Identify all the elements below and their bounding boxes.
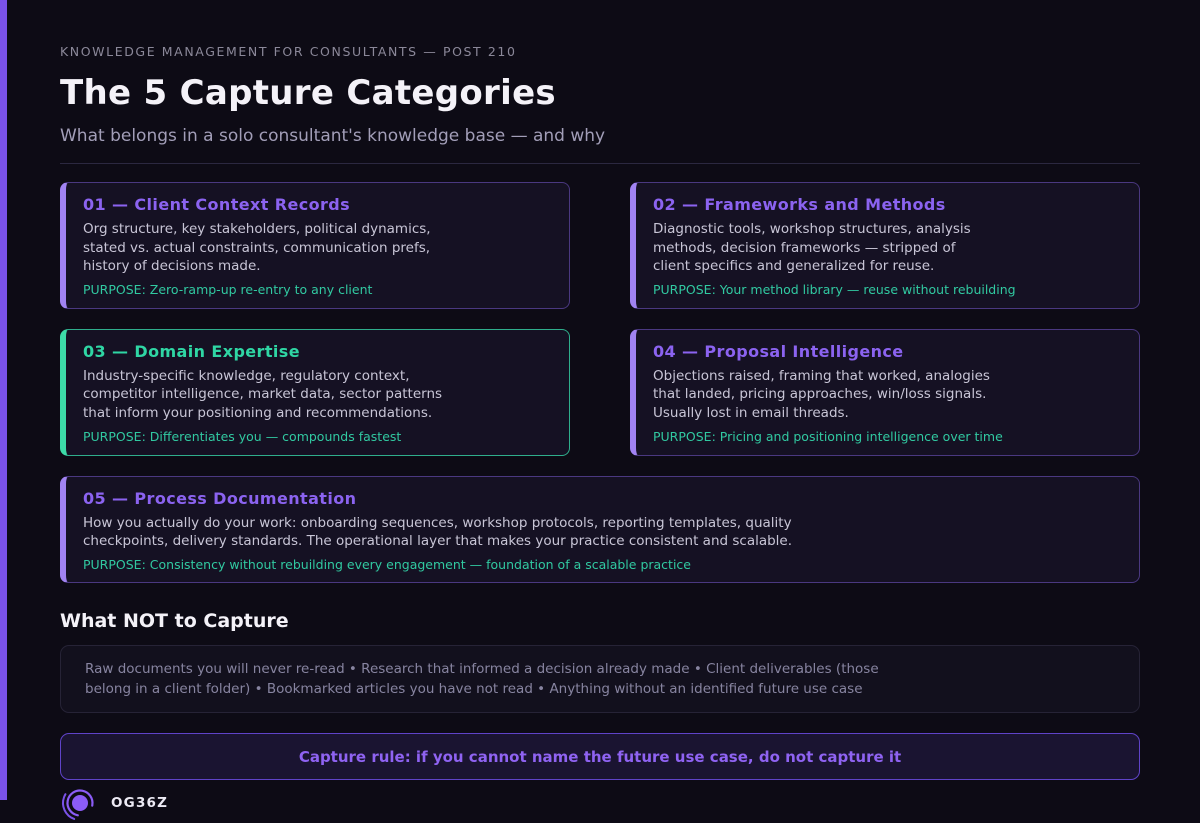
card-body: How you actually do your work: onboardin… bbox=[83, 514, 1119, 551]
card-body-line: that landed, pricing approaches, win/los… bbox=[653, 386, 987, 403]
eyebrow-label: KNOWLEDGE MANAGEMENT FOR CONSULTANTS — P… bbox=[60, 44, 517, 59]
card-body-line: that inform your positioning and recomme… bbox=[83, 404, 433, 421]
card-client-context-records: 01 — Client Context Records Org structur… bbox=[60, 182, 570, 309]
card-purpose: PURPOSE: Your method library — reuse wit… bbox=[653, 281, 1016, 297]
card-frameworks-and-methods: 02 — Frameworks and Methods Diagnostic t… bbox=[630, 182, 1140, 309]
card-purpose: PURPOSE: Zero-ramp-up re-entry to any cl… bbox=[83, 281, 373, 297]
card-title: 01 — Client Context Records bbox=[83, 195, 351, 214]
card-title: 04 — Proposal Intelligence bbox=[653, 341, 904, 361]
card-body: Org structure, key stakeholders, politic… bbox=[83, 220, 549, 276]
card-body-line: checkpoints, delivery standards. The ope… bbox=[83, 533, 793, 550]
card-process-documentation: 05 — Process Documentation How you actua… bbox=[60, 475, 1140, 583]
category-grid: 01 — Client Context Records Org structur… bbox=[60, 182, 1140, 583]
brand-name: OG36Z bbox=[111, 794, 169, 811]
card-title: 03 — Domain Expertise bbox=[83, 341, 300, 361]
card-body-line: Industry-specific knowledge, regulatory … bbox=[83, 367, 410, 384]
card-body-line: Org structure, key stakeholders, politic… bbox=[83, 221, 431, 237]
card-domain-expertise: 03 — Domain Expertise Industry-specific … bbox=[60, 328, 570, 456]
page-title: The 5 Capture Categories bbox=[60, 73, 556, 113]
card-body-line: Usually lost in email threads. bbox=[653, 404, 849, 421]
brand-logo-icon bbox=[62, 784, 98, 821]
card-purpose: PURPOSE: Differentiates you — compounds … bbox=[83, 428, 402, 444]
capture-rule-box: Capture rule: if you cannot name the fut… bbox=[60, 732, 1140, 780]
card-body-line: How you actually do your work: onboardin… bbox=[83, 514, 792, 531]
card-body-line: stated vs. actual constraints, communica… bbox=[83, 239, 431, 256]
card-title: 05 — Process Documentation bbox=[83, 488, 357, 508]
footer: OG36Z bbox=[60, 783, 1140, 823]
card-body-line: methods, decision frameworks — stripped … bbox=[653, 239, 956, 256]
not-to-capture-box: Raw documents you will never re-read • R… bbox=[60, 644, 1140, 713]
card-body: Industry-specific knowledge, regulatory … bbox=[83, 367, 549, 423]
card-title: 02 — Frameworks and Methods bbox=[653, 195, 946, 214]
card-purpose: PURPOSE: Pricing and positioning intelli… bbox=[653, 428, 1003, 444]
left-accent-stripe bbox=[0, 0, 7, 800]
capture-rule-text: Capture rule: if you cannot name the fut… bbox=[298, 747, 902, 766]
not-to-capture-heading: What NOT to Capture bbox=[60, 609, 289, 632]
card-body: Diagnostic tools, workshop structures, a… bbox=[653, 220, 1119, 276]
card-proposal-intelligence: 04 — Proposal Intelligence Objections ra… bbox=[630, 328, 1140, 456]
card-body: Objections raised, framing that worked, … bbox=[653, 367, 1119, 423]
card-body-line: history of decisions made. bbox=[83, 258, 261, 275]
card-body-line: Diagnostic tools, workshop structures, a… bbox=[653, 221, 971, 237]
not-to-capture-text: Raw documents you will never re-read • R… bbox=[85, 660, 879, 697]
card-purpose: PURPOSE: Consistency without rebuilding … bbox=[83, 556, 691, 572]
card-body-line: Objections raised, framing that worked, … bbox=[653, 367, 990, 384]
card-body-line: client specifics and generalized for reu… bbox=[653, 258, 935, 275]
header-divider bbox=[60, 163, 1140, 164]
page-subtitle: What belongs in a solo consultant's know… bbox=[60, 126, 606, 146]
card-body-line: competitor intelligence, market data, se… bbox=[83, 386, 443, 403]
